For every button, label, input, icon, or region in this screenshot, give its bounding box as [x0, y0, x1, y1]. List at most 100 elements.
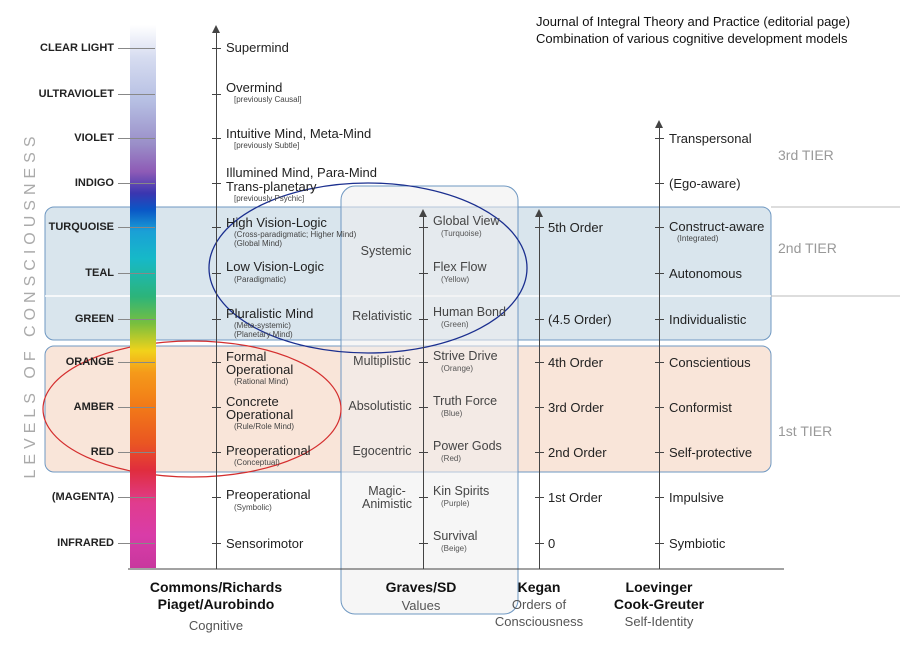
kegan-3rd-order: 3rd Order — [548, 400, 604, 415]
graves-strive-drive-sub: (Orange) — [441, 364, 474, 373]
cog-supermind: Supermind — [226, 40, 289, 55]
cog-low-vl-sub: (Paradigmatic) — [234, 275, 287, 284]
level-ultraviolet: ULTRAVIOLET — [38, 88, 114, 100]
axis-tick — [655, 362, 664, 363]
graves-survival: Survival — [433, 529, 478, 543]
axis-tick — [419, 407, 428, 408]
level-tick — [118, 543, 155, 544]
axis-tick — [535, 319, 544, 320]
level-tick — [118, 319, 155, 320]
kegan-1st-order: 1st Order — [548, 490, 603, 505]
level-tick — [118, 407, 155, 408]
loev-symbiotic: Symbiotic — [669, 536, 726, 551]
cog-formal-2: Operational — [226, 362, 294, 377]
loev-construct-aware: Construct-aware — [669, 219, 765, 234]
kegan-0: 0 — [548, 536, 556, 551]
axis-tick — [212, 273, 221, 274]
col-title-piaget: Piaget/Aurobindo — [157, 596, 275, 612]
axis-tick — [535, 497, 544, 498]
axis-tick — [419, 543, 428, 544]
axis-tick — [535, 452, 544, 453]
cog-preop-magenta: Preoperational — [226, 487, 311, 502]
cog-overmind-sub: [previously Causal] — [234, 95, 302, 104]
graves-kin-spirits: Kin Spirits — [433, 484, 490, 498]
graves-kin-spirits-sub: (Purple) — [441, 499, 470, 508]
col-title-loevinger: Loevinger — [625, 579, 693, 595]
loev-conscientious: Conscientious — [669, 355, 751, 370]
cog-overmind: Overmind — [226, 80, 283, 95]
level-teal: TEAL — [85, 267, 114, 279]
loevinger-axis — [659, 127, 660, 569]
cog-illumined-2: Trans-planetary — [226, 179, 317, 194]
axis-tick — [212, 138, 221, 139]
cognitive-axis-arrow-icon — [212, 25, 220, 33]
col-sub-cognitive: Cognitive — [188, 618, 244, 633]
axis-tick — [535, 543, 544, 544]
cog-formal: Formal — [226, 349, 267, 364]
cog-concrete-2: Operational — [226, 407, 294, 422]
graves-human-bond-sub: (Green) — [441, 320, 469, 329]
level-tick — [118, 273, 155, 274]
value-animistic: Animistic — [361, 497, 413, 511]
level-tick — [118, 452, 155, 453]
loevinger-axis-arrow-icon — [655, 120, 663, 128]
axis-tick — [655, 497, 664, 498]
cog-high-vision-logic: High Vision-Logic — [226, 215, 327, 230]
kegan-2nd-order: 2nd Order — [548, 445, 607, 460]
cog-illumined: Illumined Mind, Para-Mind — [226, 165, 378, 180]
value-multiplistic: Multiplistic — [353, 354, 411, 368]
axis-tick — [212, 543, 221, 544]
axis-tick — [535, 227, 544, 228]
value-relativistic: Relativistic — [352, 309, 412, 323]
value-absolutistic: Absolutistic — [348, 399, 412, 413]
axis-tick — [535, 362, 544, 363]
cog-preop-red-sub: (Conceptual) — [234, 458, 280, 467]
axis-tick — [655, 138, 664, 139]
level-tick — [118, 183, 155, 184]
loev-impulsive: Impulsive — [669, 490, 724, 505]
axis-tick — [419, 497, 428, 498]
axis-tick — [212, 183, 221, 184]
cog-intuitive: Intuitive Mind, Meta-Mind — [226, 126, 372, 141]
col-sub-values: Values — [401, 598, 441, 613]
cog-preop-red: Preoperational — [226, 443, 311, 458]
axis-tick — [419, 452, 428, 453]
level-infrared: INFRARED — [57, 537, 114, 549]
level-indigo: INDIGO — [74, 177, 114, 189]
cog-high-vl-sub1: (Cross-paradigmatic; Higher Mind) — [234, 230, 357, 239]
axis-tick — [419, 362, 428, 363]
graves-truth-force-sub: (Blue) — [441, 409, 463, 418]
axis-tick — [212, 362, 221, 363]
color-spectrum-bar — [130, 25, 156, 568]
level-clear-light: CLEAR LIGHT — [40, 42, 114, 54]
level-tick — [118, 138, 155, 139]
axis-tick — [212, 497, 221, 498]
cog-low-vision-logic: Low Vision-Logic — [226, 259, 325, 274]
cog-preop-magenta-sub: (Symbolic) — [234, 503, 272, 512]
graves-column-box — [340, 185, 519, 615]
axis-tick — [212, 452, 221, 453]
col-sub-orders-of: Orders of — [511, 597, 567, 612]
loev-individualistic: Individualistic — [669, 312, 747, 327]
kegan-4th-order: 4th Order — [548, 355, 603, 370]
axis-tick — [535, 407, 544, 408]
cog-concrete: Concrete — [226, 394, 279, 409]
level-tick — [118, 94, 155, 95]
axis-tick — [419, 319, 428, 320]
cog-concrete-sub: (Rule/Role Mind) — [234, 422, 295, 431]
level-amber: AMBER — [73, 401, 114, 413]
axis-tick — [655, 543, 664, 544]
cog-pluralistic-sub2: (Planetary Mind) — [234, 330, 293, 339]
level-tick — [118, 48, 155, 49]
col-title-commons: Commons/Richards — [149, 579, 283, 595]
graves-axis-arrow-icon — [419, 209, 427, 217]
graves-strive-drive: Strive Drive — [433, 349, 498, 363]
loev-transpersonal: Transpersonal — [669, 131, 752, 146]
tier-3-label: 3rd TIER — [778, 147, 834, 163]
graves-global-view-sub: (Turquoise) — [441, 229, 482, 238]
value-systemic: Systemic — [360, 244, 412, 258]
graves-flex-flow-sub: (Yellow) — [441, 275, 470, 284]
col-title-graves: Graves/SD — [385, 579, 457, 595]
kegan-axis — [539, 216, 540, 569]
